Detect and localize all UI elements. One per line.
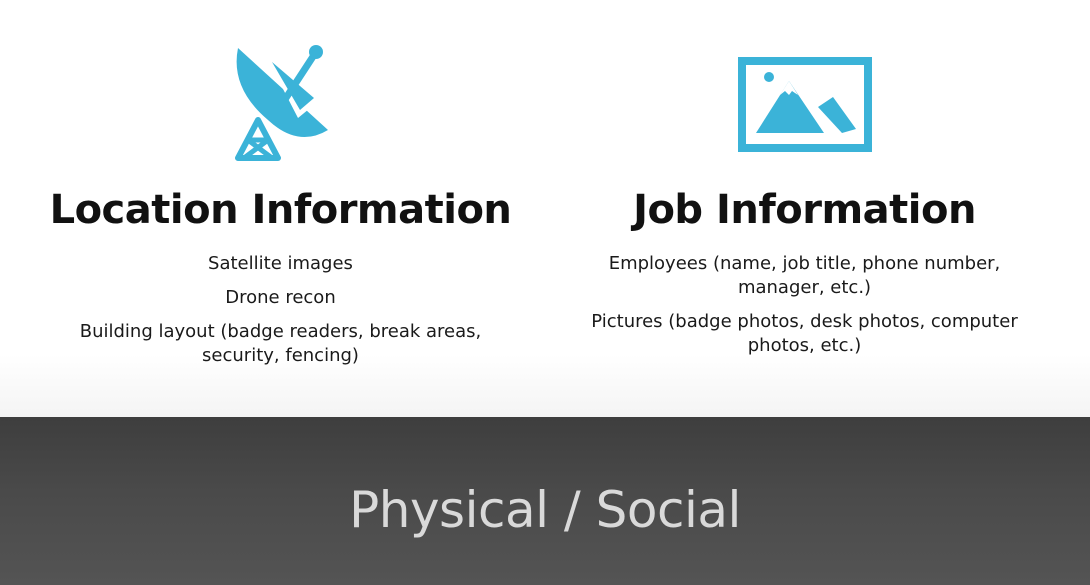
list-item: Satellite images: [208, 253, 353, 274]
job-information-list: Employees (name, job title, phone number…: [532, 252, 1077, 368]
slide-content: Location Information Satellite images Dr…: [0, 0, 1090, 417]
location-information-heading: Location Information: [49, 187, 512, 233]
banner-title: Physical / Social: [349, 481, 741, 539]
list-item: Building layout (badge readers, break ar…: [79, 321, 482, 366]
job-information-section: Job Information Employees (name, job tit…: [532, 0, 1077, 417]
location-information-list: Satellite images Drone recon Building la…: [8, 252, 553, 378]
section-banner: Physical / Social: [0, 417, 1090, 585]
picture-icon: [738, 57, 872, 152]
list-item: Employees (name, job title, phone number…: [608, 253, 1001, 298]
satellite-dish-icon: [235, 45, 328, 161]
job-icon-container: [532, 40, 1077, 165]
job-information-heading: Job Information: [633, 187, 976, 233]
location-icon-container: [8, 40, 553, 165]
location-information-section: Location Information Satellite images Dr…: [8, 0, 553, 417]
list-item: Drone recon: [225, 287, 336, 308]
list-item: Pictures (badge photos, desk photos, com…: [591, 311, 1018, 356]
